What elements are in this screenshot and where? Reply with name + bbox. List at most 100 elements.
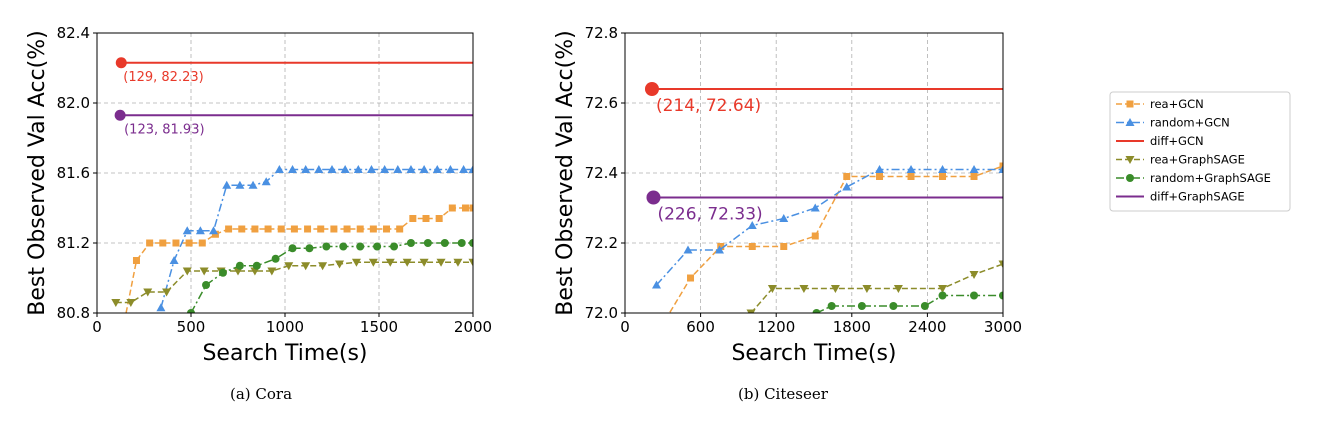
data-point-rea-graphsage	[199, 267, 209, 276]
legend-marker	[1125, 118, 1135, 126]
data-point-rea-graphsage	[419, 258, 429, 267]
highlight-point-diff-gcn	[644, 82, 659, 96]
legend-label: diff+GCN	[1150, 134, 1204, 148]
legend-frame	[1109, 91, 1291, 212]
y-tick-label: 81.2	[57, 234, 90, 252]
data-point-rea-gcn	[748, 243, 756, 250]
data-point-random-gcn	[301, 165, 311, 173]
y-tick-label: 72.4	[585, 164, 618, 182]
data-point-rea-gcn	[369, 225, 377, 233]
x-tick-label: 600	[686, 318, 715, 336]
data-point-rea-gcn	[198, 239, 206, 247]
data-point-random-gcn	[340, 165, 350, 173]
data-point-random-graphsage	[271, 254, 280, 263]
data-point-rea-gcn	[422, 215, 430, 222]
y-tick-label: 81.6	[57, 164, 90, 182]
data-point-rea-gcn	[717, 243, 725, 250]
data-point-rea-graphsage	[453, 258, 463, 267]
data-point-rea-gcn	[435, 215, 443, 222]
data-point-rea-gcn	[461, 204, 469, 212]
data-point-random-graphsage	[187, 309, 195, 313]
data-point-random-gcn	[875, 165, 885, 173]
data-point-random-graphsage	[970, 291, 979, 300]
data-point-rea-graphsage	[468, 258, 473, 267]
series-line-rea-graphsage	[115, 261, 473, 304]
data-point-rea-graphsage	[267, 267, 277, 276]
data-point-rea-graphsage	[368, 258, 378, 267]
data-point-random-graphsage	[288, 244, 297, 253]
data-point-rea-gcn	[304, 225, 312, 233]
data-point-rea-graphsage	[335, 260, 345, 269]
y-axis-label: Best Observed Val Acc(%)	[25, 30, 50, 315]
y-tick-label: 72.0	[585, 304, 618, 322]
data-point-rea-graphsage	[998, 260, 1003, 269]
data-point-rea-graphsage	[436, 258, 446, 267]
series-line-random-gcn	[655, 168, 1003, 286]
annotation-label: (123, 81.93)	[124, 122, 204, 137]
y-tick-label: 82.4	[57, 24, 90, 42]
legend-marker	[1126, 100, 1134, 108]
data-point-rea-graphsage	[767, 285, 777, 293]
highlight-point-diff-graphsage	[646, 190, 661, 205]
data-point-rea-gcn	[120, 324, 127, 331]
data-point-random-gcn	[209, 226, 219, 235]
caption-citeseer: (b) Citeseer	[738, 385, 828, 403]
plot-area	[651, 88, 1003, 313]
legend-label: random+GraphSAGE	[1150, 171, 1271, 185]
series-line-random-graphsage	[190, 242, 473, 313]
data-point-rea-graphsage	[126, 299, 136, 307]
series-line-rea-graphsage	[750, 263, 1003, 313]
data-point-random-graphsage	[857, 302, 866, 310]
legend-marker	[1125, 156, 1135, 164]
data-point-rea-graphsage	[862, 285, 872, 293]
data-point-rea-gcn	[317, 225, 325, 233]
data-point-rea-graphsage	[746, 309, 756, 313]
legend-marker	[1126, 174, 1134, 182]
data-point-random-gcn	[195, 226, 205, 235]
data-point-rea-gcn	[383, 225, 391, 233]
data-point-random-gcn	[235, 180, 245, 189]
data-point-random-gcn	[969, 165, 979, 173]
legend-item-rea-graphsage: rea+GraphSAGE	[1116, 153, 1245, 167]
data-point-rea-graphsage	[830, 285, 840, 293]
x-tick-label: 3000	[984, 318, 1022, 336]
data-point-random-gcn	[274, 165, 284, 173]
data-point-random-gcn	[432, 165, 442, 173]
data-point-random-gcn	[419, 165, 429, 173]
data-point-random-gcn	[810, 203, 820, 212]
x-tick-label: 0	[92, 318, 102, 336]
chart-citeseer: (214, 72.64) (226, 72.33) 0 600 1200 1800 2400…	[553, 24, 1022, 366]
data-point-random-graphsage	[423, 239, 432, 247]
x-tick-label: 2000	[454, 318, 492, 336]
data-point-rea-gcn	[343, 225, 351, 233]
data-point-random-graphsage	[252, 261, 261, 270]
data-point-random-gcn	[998, 165, 1003, 173]
legend-item-diff-graphsage: diff+GraphSAGE	[1116, 190, 1245, 204]
data-point-rea-gcn	[290, 225, 298, 233]
data-point-random-gcn	[715, 245, 724, 254]
data-point-rea-graphsage	[182, 267, 192, 276]
x-tick-label: 1000	[266, 318, 304, 336]
highlight-point-diff-graphsage	[114, 109, 126, 121]
data-point-random-graphsage	[457, 239, 466, 247]
data-point-random-gcn	[248, 180, 258, 189]
legend-label: diff+GraphSAGE	[1150, 190, 1245, 204]
x-tick-label: 500	[177, 318, 206, 336]
data-point-random-gcn	[683, 245, 693, 254]
data-point-random-graphsage	[999, 291, 1003, 300]
data-point-random-gcn	[353, 165, 363, 173]
data-point-random-graphsage	[322, 242, 331, 251]
data-point-rea-graphsage	[301, 262, 311, 271]
data-point-rea-gcn	[843, 173, 851, 180]
data-point-rea-graphsage	[969, 271, 979, 279]
data-point-rea-gcn	[469, 204, 473, 212]
legend-label: random+GCN	[1150, 116, 1230, 130]
legend-item-rea-gcn: rea+GCN	[1116, 97, 1204, 111]
data-point-rea-gcn	[225, 225, 233, 233]
data-point-random-graphsage	[235, 261, 244, 270]
y-tick-label: 72.6	[585, 94, 618, 112]
legend-item-random-graphsage: random+GraphSAGE	[1116, 171, 1271, 185]
data-point-rea-gcn	[238, 225, 246, 233]
data-point-rea-gcn	[264, 225, 272, 233]
data-point-random-graphsage	[812, 309, 821, 313]
